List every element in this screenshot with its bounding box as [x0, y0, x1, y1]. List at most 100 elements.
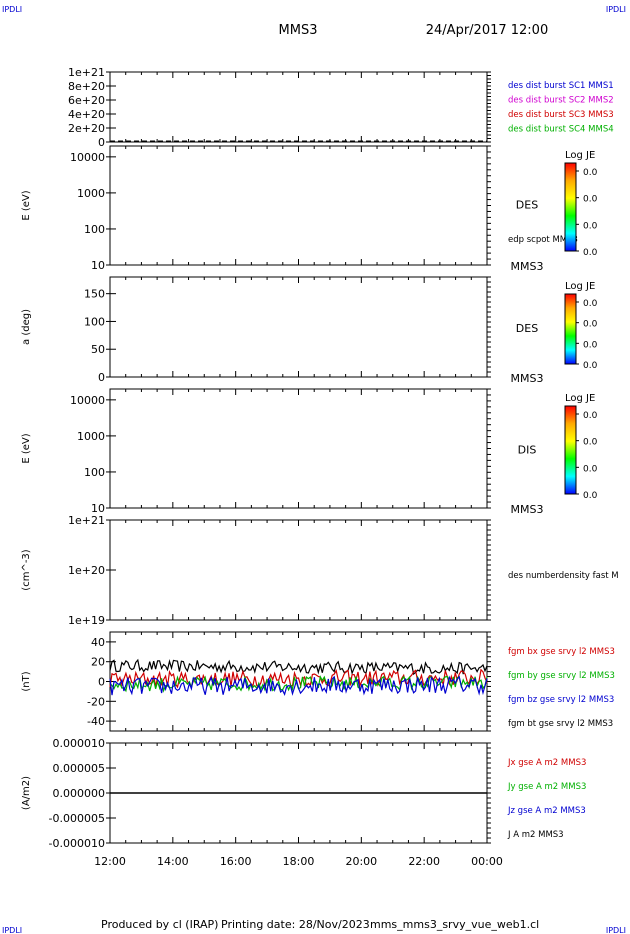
- y-tick-label: 10: [91, 502, 105, 515]
- colorbar: [564, 293, 577, 365]
- x-tick-label: 18:00: [283, 855, 315, 868]
- spacecraft-label: MMS3: [511, 260, 544, 273]
- y-tick-label: 0.000010: [53, 737, 106, 750]
- legend-entry: des dist burst SC2 MMS2: [508, 96, 614, 106]
- y-tick-label: 10000: [70, 394, 105, 407]
- y-tick-label: 1e+21: [68, 514, 105, 527]
- corner-label-bottom-left: IPDLI: [2, 926, 22, 934]
- side-label: DES: [516, 199, 538, 212]
- legend-entry: des dist burst SC3 MMS3: [508, 110, 614, 120]
- y-axis-label: (cm^-3): [21, 549, 32, 590]
- y-tick-label: 20: [91, 656, 105, 669]
- x-tick-label: 22:00: [408, 855, 440, 868]
- y-tick-label: 1e+21: [68, 66, 105, 79]
- y-tick-label: 0: [98, 371, 105, 384]
- y-tick-label: 100: [84, 315, 105, 328]
- corner-label-top-right: IPDLI: [606, 5, 626, 14]
- panel-frame-density: [109, 519, 488, 621]
- y-tick-label: 10000: [70, 151, 105, 164]
- y-axis-label: (A/m2): [21, 776, 32, 810]
- x-tick-label: 12:00: [94, 855, 126, 868]
- legend-entry: J A m2 MMS3: [507, 830, 564, 840]
- colorbar-tick-label: 0.0: [583, 361, 598, 371]
- colorbar-tick-label: 0.0: [583, 340, 598, 350]
- y-tick-label: -40: [87, 715, 105, 728]
- y-tick-label: 100: [84, 223, 105, 236]
- y-axis-label: a (deg): [21, 309, 32, 345]
- series-line-000000: [109, 658, 488, 676]
- series-line-0000d0: [109, 675, 488, 696]
- colorbar-tick-label: 0.0: [583, 464, 598, 474]
- spacecraft-label: MMS3: [511, 503, 544, 516]
- colorbar-tick-label: 0.0: [583, 438, 598, 448]
- footer-filename: mms_mms3_srvy_vue_web1.cl: [370, 918, 539, 931]
- y-tick-label: 1e+20: [68, 564, 105, 577]
- side-label: DES: [516, 322, 538, 335]
- y-tick-label: 4e+20: [68, 108, 105, 121]
- legend-entry: des numberdensity fast M: [508, 571, 619, 581]
- y-axis-label: (nT): [21, 671, 32, 691]
- panel-frame-des_pitch: [109, 276, 488, 378]
- y-tick-label: 0: [98, 136, 105, 149]
- y-tick-label: 1000: [77, 430, 105, 443]
- legend-entry: des dist burst SC1 MMS1: [508, 81, 614, 91]
- y-tick-label: 40: [91, 636, 105, 649]
- y-tick-label: -0.000010: [49, 837, 105, 850]
- colorbar-tick-label: 0.0: [583, 411, 598, 421]
- y-tick-label: 50: [91, 343, 105, 356]
- x-tick-label: 16:00: [220, 855, 252, 868]
- colorbar-tick-label: 0.0: [583, 491, 598, 501]
- footer-printing-date: Printing date: 28/Nov/2023: [221, 918, 370, 931]
- y-tick-label: 8e+20: [68, 80, 105, 93]
- spacecraft-label: MMS3: [511, 372, 544, 385]
- colorbar: [564, 162, 577, 252]
- x-tick-label: 14:00: [157, 855, 189, 868]
- colorbar-tick-label: 0.0: [583, 195, 598, 205]
- figure-date: 24/Apr/2017 12:00: [426, 23, 548, 38]
- legend-entry: fgm bt gse srvy l2 MMS3: [508, 719, 613, 729]
- colorbar-title: Log JE: [565, 281, 595, 292]
- legend-entry: Jy gse A m2 MMS3: [507, 782, 586, 792]
- colorbar-tick-label: 0.0: [583, 168, 598, 178]
- y-tick-label: 0: [98, 676, 105, 689]
- y-tick-label: 10: [91, 259, 105, 272]
- y-tick-label: 1e+19: [68, 614, 105, 627]
- colorbar-tick-label: 0.0: [583, 320, 598, 330]
- colorbar-tick-label: 0.0: [583, 299, 598, 309]
- panel-frame-dist: [109, 71, 488, 143]
- legend-entry: des dist burst SC4 MMS4: [508, 125, 614, 135]
- colorbar-title: Log JE: [565, 393, 595, 404]
- panel-frame-des_energy: [109, 145, 488, 266]
- corner-label-bottom-right: IPDLI: [606, 926, 626, 934]
- colorbar-tick-label: 0.0: [583, 221, 598, 231]
- colorbar-tick-label: 0.0: [583, 248, 598, 258]
- y-tick-label: 2e+20: [68, 122, 105, 135]
- legend-entry: Jx gse A m2 MMS3: [507, 758, 586, 768]
- side-sub-label: edp scpot MMS3: [508, 235, 578, 245]
- x-tick-label: 00:00: [471, 855, 503, 868]
- legend-entry: fgm by gse srvy l2 MMS3: [508, 671, 615, 681]
- y-tick-label: 0.000000: [53, 787, 106, 800]
- legend-entry: fgm bx gse srvy l2 MMS3: [508, 647, 615, 657]
- footer-produced-by: Produced by cl (IRAP): [101, 918, 218, 931]
- panel-frame-dis_energy: [109, 388, 488, 509]
- y-axis-label: E (eV): [21, 433, 32, 463]
- x-tick-label: 20:00: [345, 855, 377, 868]
- y-tick-label: -20: [87, 695, 105, 708]
- legend-entry: Jz gse A m2 MMS3: [507, 806, 586, 816]
- colorbar-title: Log JE: [565, 150, 595, 161]
- figure-title: MMS3: [279, 23, 318, 38]
- corner-label-top-left: IPDLI: [2, 5, 22, 14]
- series-line-d00000: [109, 668, 488, 689]
- y-axis-label: E (eV): [21, 190, 32, 220]
- y-tick-label: -0.000005: [49, 812, 105, 825]
- y-tick-label: 150: [84, 288, 105, 301]
- y-tick-label: 100: [84, 466, 105, 479]
- colorbar: [564, 405, 577, 495]
- y-tick-label: 6e+20: [68, 94, 105, 107]
- y-tick-label: 0.000005: [53, 762, 106, 775]
- side-label: DIS: [518, 444, 537, 457]
- y-tick-label: 1000: [77, 187, 105, 200]
